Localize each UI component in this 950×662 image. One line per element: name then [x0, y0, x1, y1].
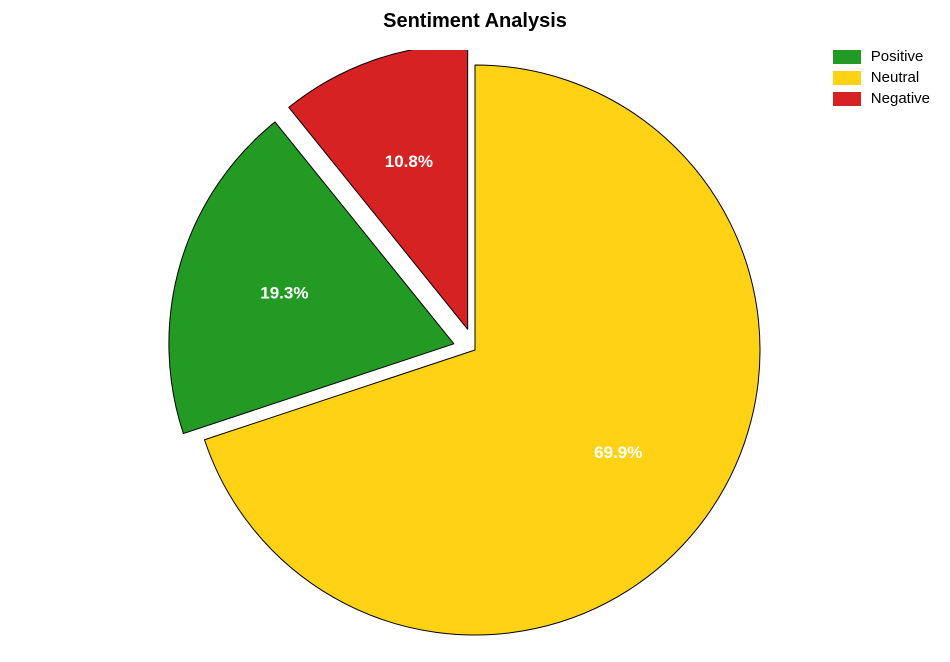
legend-item-negative: Negative — [833, 90, 930, 107]
pie-chart: 69.9% 19.3% 10.8% — [0, 50, 950, 662]
slice-label-neutral: 69.9% — [594, 443, 642, 462]
slice-label-negative: 10.8% — [385, 152, 433, 171]
legend-swatch-negative — [833, 92, 861, 106]
legend-label-negative: Negative — [871, 90, 930, 107]
legend-swatch-neutral — [833, 71, 861, 85]
legend-label-neutral: Neutral — [871, 69, 919, 86]
legend-label-positive: Positive — [871, 48, 924, 65]
legend: Positive Neutral Negative — [833, 48, 930, 111]
chart-container: Sentiment Analysis 69.9% 19.3% 10.8% Posit… — [0, 0, 950, 662]
legend-swatch-positive — [833, 50, 861, 64]
chart-title: Sentiment Analysis — [383, 10, 567, 33]
legend-item-positive: Positive — [833, 48, 930, 65]
legend-item-neutral: Neutral — [833, 69, 930, 86]
slice-label-positive: 19.3% — [260, 283, 308, 302]
